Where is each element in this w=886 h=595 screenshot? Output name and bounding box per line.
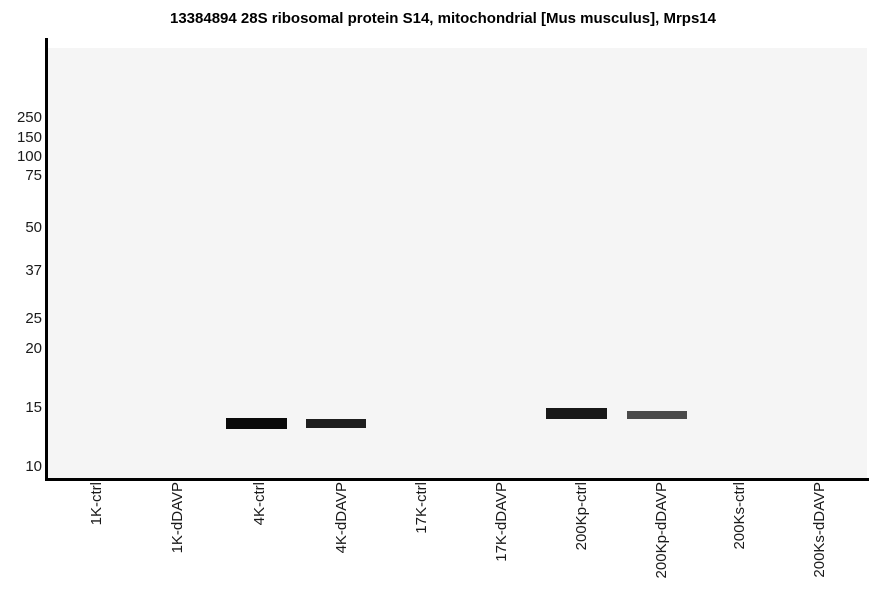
y-axis-line [45, 38, 48, 481]
y-tick-label: 100 [16, 147, 42, 165]
lane-label: 4K-ctrl [250, 482, 268, 526]
lane-label: 17K-dDAVP [492, 482, 510, 562]
protein-band [626, 410, 687, 420]
y-tick-label: 75 [25, 167, 42, 185]
lane-label: 200Kp-dDAVP [653, 482, 670, 579]
lane-label: 200Kp-ctrl [572, 482, 590, 551]
protein-band [305, 419, 366, 429]
lane-label: 17K-ctrl [413, 482, 431, 534]
x-axis-line [45, 478, 869, 481]
protein-band [226, 418, 287, 429]
protein-band [545, 408, 607, 420]
y-tick-label: 25 [25, 309, 42, 327]
lane-label: 4K-dDAVP [333, 482, 351, 554]
y-tick-label: 15 [25, 398, 42, 416]
y-tick-label: 250 [16, 109, 42, 127]
lane-label: 200Ks-ctrl [730, 482, 748, 550]
lane-label: 1K-dDAVP [168, 482, 186, 554]
gel-plot-area [48, 48, 867, 478]
y-tick-label: 50 [25, 219, 42, 237]
chart-title: 13384894 28S ribosomal protein S14, mito… [169, 10, 716, 27]
y-tick-label: 20 [25, 340, 42, 357]
y-tick-label: 150 [16, 128, 42, 146]
lane-label: 200Ks-dDAVP [810, 482, 828, 578]
y-tick-label: 10 [25, 457, 42, 475]
y-tick-label: 37 [25, 262, 42, 280]
lane-label: 1K-ctrl [87, 482, 105, 526]
